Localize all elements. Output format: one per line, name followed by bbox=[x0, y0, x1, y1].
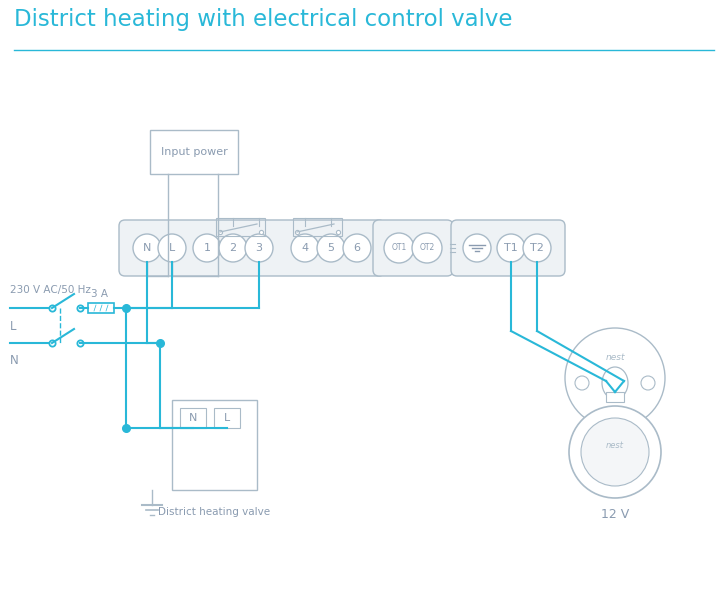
Text: N: N bbox=[10, 355, 19, 368]
FancyBboxPatch shape bbox=[451, 220, 565, 276]
Circle shape bbox=[219, 234, 247, 262]
Text: 1: 1 bbox=[204, 243, 210, 253]
Ellipse shape bbox=[602, 367, 628, 399]
Text: 3: 3 bbox=[256, 243, 263, 253]
Bar bbox=[180, 408, 206, 428]
Text: T2: T2 bbox=[530, 243, 544, 253]
Bar bbox=[216, 218, 265, 236]
Text: OT1: OT1 bbox=[392, 244, 407, 252]
Text: nest: nest bbox=[605, 353, 625, 362]
FancyBboxPatch shape bbox=[119, 220, 385, 276]
Bar bbox=[606, 392, 624, 402]
Circle shape bbox=[641, 376, 655, 390]
Circle shape bbox=[523, 234, 551, 262]
Circle shape bbox=[497, 234, 525, 262]
Text: L: L bbox=[224, 413, 230, 423]
Text: Input power: Input power bbox=[161, 147, 227, 157]
Bar bbox=[293, 218, 342, 236]
Circle shape bbox=[317, 234, 345, 262]
Circle shape bbox=[384, 233, 414, 263]
Text: 5: 5 bbox=[328, 243, 334, 253]
Circle shape bbox=[291, 234, 319, 262]
Text: District heating with electrical control valve: District heating with electrical control… bbox=[14, 8, 513, 31]
Circle shape bbox=[193, 234, 221, 262]
Circle shape bbox=[463, 234, 491, 262]
Circle shape bbox=[158, 234, 186, 262]
Circle shape bbox=[245, 234, 273, 262]
Circle shape bbox=[412, 233, 442, 263]
Bar bbox=[88, 303, 114, 313]
Circle shape bbox=[569, 406, 661, 498]
Text: nest: nest bbox=[606, 441, 624, 450]
Circle shape bbox=[581, 418, 649, 486]
Text: 230 V AC/50 Hz: 230 V AC/50 Hz bbox=[10, 285, 91, 295]
Text: 3 A: 3 A bbox=[92, 289, 108, 299]
Text: 4: 4 bbox=[301, 243, 309, 253]
Text: OT2: OT2 bbox=[419, 244, 435, 252]
Text: District heating valve: District heating valve bbox=[159, 507, 271, 517]
Text: 12 V: 12 V bbox=[601, 507, 629, 520]
Text: L: L bbox=[169, 243, 175, 253]
Bar bbox=[150, 130, 238, 174]
Text: N: N bbox=[143, 243, 151, 253]
Circle shape bbox=[565, 328, 665, 428]
Text: N: N bbox=[189, 413, 197, 423]
Text: 6: 6 bbox=[354, 243, 360, 253]
Circle shape bbox=[343, 234, 371, 262]
Text: L: L bbox=[10, 320, 17, 333]
Text: 2: 2 bbox=[229, 243, 237, 253]
Bar bbox=[214, 408, 240, 428]
Bar bbox=[172, 400, 257, 490]
Text: T1: T1 bbox=[504, 243, 518, 253]
FancyBboxPatch shape bbox=[373, 220, 453, 276]
Circle shape bbox=[575, 376, 589, 390]
Circle shape bbox=[133, 234, 161, 262]
